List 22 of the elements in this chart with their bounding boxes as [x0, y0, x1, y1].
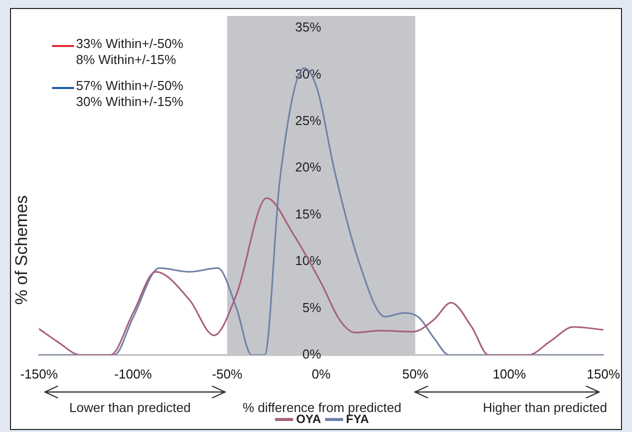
y-tick-label: 35% [295, 20, 322, 35]
y-tick-label: 15% [295, 206, 322, 222]
x-tick-label: 100% [492, 366, 526, 382]
legend-label: OYA [296, 412, 321, 426]
x-tick-label: -100% [114, 366, 152, 382]
x-tick-label: -150% [20, 366, 58, 382]
x-tick-label: -50% [212, 366, 243, 382]
text: Lower than predicted [69, 400, 191, 415]
x-tick-label: 50% [402, 366, 429, 382]
y-tick-label: 0% [302, 346, 322, 362]
annotation: 57% Within+/-50% [76, 78, 184, 93]
text: Higher than predicted [482, 400, 608, 415]
x-axis-title: % difference from predicted [242, 400, 402, 415]
y-tick-label: 25% [295, 113, 322, 128]
y-tick-label: 20% [295, 160, 322, 175]
x-tick-label: 0% [312, 366, 332, 382]
annotation: 8% Within+/-15% [76, 52, 176, 67]
x-tick-label: 150% [586, 366, 620, 382]
annotation: 33% Within+/-50% [76, 36, 184, 51]
y-axis-title: % of Schemes [12, 195, 32, 305]
annotation: 30% Within+/-15% [76, 94, 184, 109]
y-tick-label: 5% [302, 300, 322, 315]
